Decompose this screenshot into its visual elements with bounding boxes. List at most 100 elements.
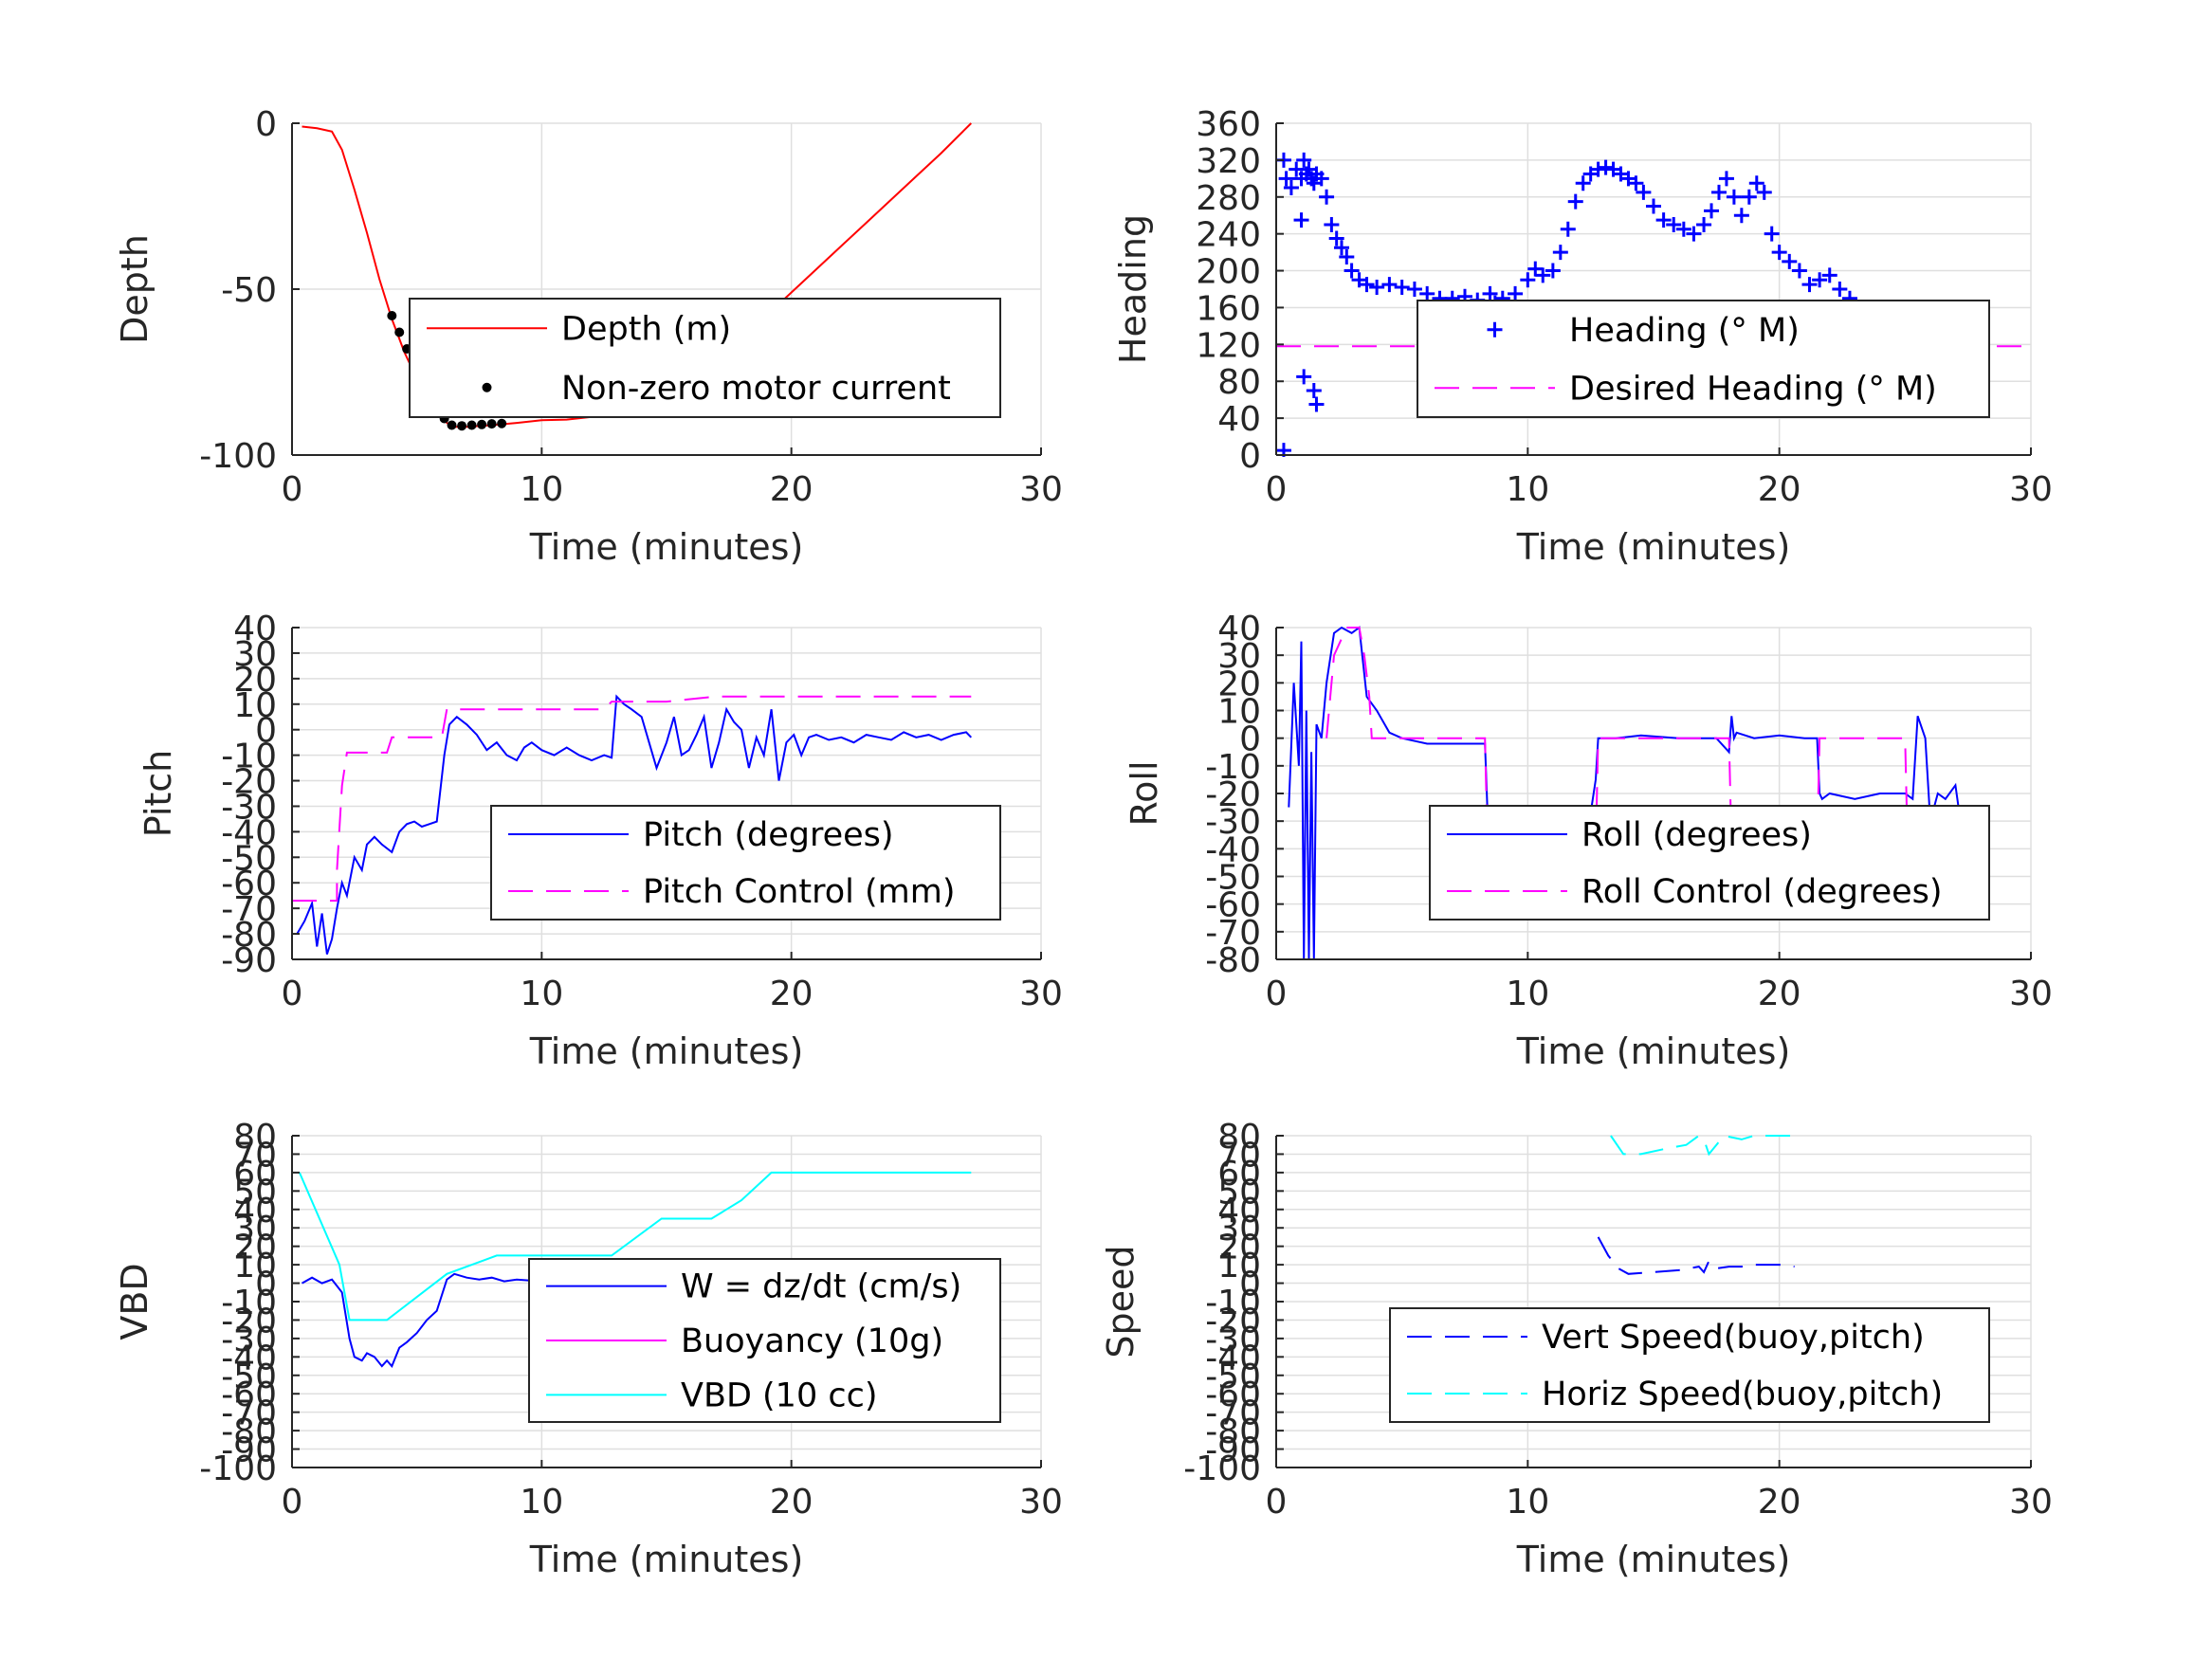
x-tick-label: 10 [1506,1483,1549,1522]
x-axis-label: Time (minutes) [529,1539,804,1580]
y-tick-label: 40 [1217,1192,1261,1231]
data-point [1726,189,1742,205]
legend-entry: W = dz/dt (cm/s) [681,1268,961,1306]
x-axis-label: Time (minutes) [1516,526,1791,568]
y-tick-label: -10 [1205,748,1261,787]
data-point [1296,369,1312,385]
data-point [1756,184,1772,200]
legend-box [409,298,1001,418]
y-tick-label: 160 [1196,289,1261,328]
x-tick-label: 0 [1266,470,1288,509]
y-tick-label: -60 [1205,886,1261,925]
x-tick-label: 10 [1506,975,1549,1013]
data-point [387,311,397,320]
y-tick-label: -80 [1205,1413,1261,1451]
legend-entry: Buoyancy (10g) [681,1322,943,1360]
data-point [497,418,507,428]
y-tick-label: -60 [221,1376,277,1414]
series-line [302,122,973,428]
data-point [1406,282,1422,297]
y-tick-label: 20 [233,661,277,700]
legend-entry: Roll Control (degrees) [1581,873,1943,911]
y-tick-label: -80 [221,916,277,955]
legend: Heading (° M) Desired Heading (° M) [1417,300,1990,418]
y-tick-label: -100 [199,437,277,476]
y-tick-label: 0 [1239,720,1261,759]
y-tick-label: 50 [233,1173,277,1212]
y-tick-label: -70 [221,890,277,929]
x-tick-label: 20 [770,975,814,1013]
data-point [1675,221,1691,237]
legend-swatch [1487,321,1503,337]
y-axis-label: Pitch [137,750,179,838]
y-tick-label: 20 [1217,1229,1261,1267]
y-tick-label: -20 [1205,775,1261,814]
y-tick-label: -10 [1205,1284,1261,1322]
data-point [394,327,405,337]
subplot-3: 0 10 20 30-90-80-70-60-50-40-30-20-10010203… [137,610,1063,1072]
data-point [1771,245,1787,261]
x-axis-label: Time (minutes) [1516,1539,1791,1580]
series-line [296,694,973,955]
y-tick-label: 320 [1196,142,1261,181]
x-tick-label: 30 [1019,1483,1063,1522]
data-point [1324,216,1340,232]
legend-entry: Desired Heading (° M) [1569,370,1937,408]
y-tick-label: 0 [1239,437,1261,476]
data-point [1764,226,1780,242]
y-tick-label: -70 [1205,914,1261,953]
x-tick-label: 20 [770,1483,814,1522]
y-tick-label: 50 [1217,1173,1261,1212]
legend-entry: Heading (° M) [1569,312,1800,350]
y-tick-label: 20 [1217,665,1261,703]
legend-entry: Pitch (degrees) [643,816,894,854]
y-tick-label: 0 [1239,1266,1261,1304]
y-tick-label: 280 [1196,179,1261,218]
x-tick-label: 10 [520,1483,563,1522]
y-axis-label: Depth [114,234,155,344]
y-tick-label: -60 [221,865,277,903]
data-point [486,419,497,429]
y-tick-label: 200 [1196,253,1261,292]
plot-area [292,694,973,955]
y-tick-label: 20 [233,1229,277,1267]
data-point [1419,285,1435,301]
y-tick-label: 40 [233,610,277,648]
data-point [1567,193,1583,210]
y-axis-label: Roll [1124,760,1165,826]
data-point [1598,159,1614,175]
x-tick-label: 10 [520,470,563,509]
legend-entry: VBD (10 cc) [681,1376,878,1414]
data-point [1293,212,1309,228]
data-point [1344,263,1360,279]
y-tick-label: 120 [1196,326,1261,365]
data-point [1821,267,1837,283]
y-tick-label: 10 [1217,693,1261,732]
y-tick-label: -40 [1205,1339,1261,1377]
subplot-6: 0 10 20 30-100-90-80-70-60-50-40-30-20-1001… [1100,1118,2053,1580]
y-tick-label: 30 [233,635,277,674]
legend-entry: Pitch Control (mm) [643,873,955,911]
data-point [1339,248,1355,264]
x-tick-label: 20 [1758,975,1801,1013]
series-line [298,1171,972,1322]
series-line [1288,626,1962,960]
y-tick-label: 240 [1196,216,1261,255]
legend-entry: Depth (m) [561,310,731,348]
y-tick-label: -50 [221,839,277,878]
subplot-5: 0 10 20 30-100-90-80-70-60-50-40-30-20-1001… [114,1118,1063,1580]
legend-swatch [482,382,492,392]
data-point [1359,277,1375,293]
y-tick-label: -30 [221,1321,277,1359]
data-point [1381,277,1398,293]
y-tick-label: -90 [221,941,277,980]
y-tick-label: -40 [1205,830,1261,869]
y-tick-label: -50 [221,271,277,310]
y-axis-label: Heading [1112,214,1154,364]
x-tick-label: 0 [282,1483,303,1522]
data-point [1296,152,1312,168]
legend-box [1417,300,1990,418]
legend: Vert Speed(buoy,pitch) Horiz Speed(buoy,p… [1389,1307,1990,1423]
data-point [1710,184,1727,200]
y-tick-label: -10 [221,738,277,776]
